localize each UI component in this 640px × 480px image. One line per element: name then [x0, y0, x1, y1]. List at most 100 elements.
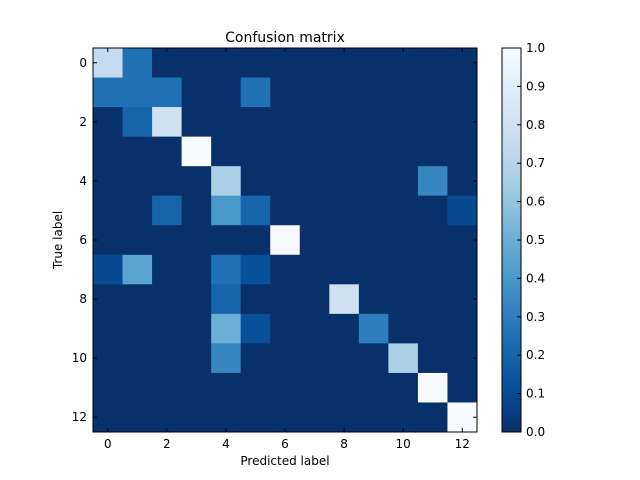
heatmap-cell [417, 195, 448, 226]
heatmap-cell [240, 254, 271, 285]
heatmap-cell [211, 195, 242, 226]
heatmap-cell [152, 225, 183, 256]
heatmap-cell [93, 225, 124, 256]
heatmap-cell [417, 48, 448, 79]
heatmap-cell [299, 402, 330, 433]
heatmap-cell [240, 343, 271, 374]
heatmap-cell [270, 402, 301, 433]
heatmap-cell [181, 343, 212, 374]
colorbar-tick-label: 0.2 [526, 348, 545, 362]
heatmap-cell [299, 48, 330, 79]
heatmap-cell [447, 284, 478, 315]
colorbar-tick-label: 0.3 [526, 310, 545, 324]
heatmap-cell [358, 166, 389, 197]
heatmap-cell [93, 402, 124, 433]
heatmap-cell [152, 195, 183, 226]
heatmap-cell [417, 77, 448, 108]
heatmap-cell [417, 372, 448, 403]
heatmap-cell [270, 225, 301, 256]
heatmap-cell [388, 313, 419, 344]
heatmap-cell [388, 166, 419, 197]
heatmap-cell [122, 195, 153, 226]
heatmap-cell [181, 225, 212, 256]
heatmap-cell [447, 195, 478, 226]
heatmap-cell [447, 254, 478, 285]
heatmap-cell [447, 313, 478, 344]
heatmap-cell [329, 313, 360, 344]
heatmap-cell [211, 48, 242, 79]
heatmap-cell [299, 343, 330, 374]
heatmap-cell [211, 402, 242, 433]
heatmap-cell [417, 136, 448, 167]
heatmap-cell [122, 313, 153, 344]
heatmap-cell [270, 77, 301, 108]
y-tick-label: 2 [79, 115, 87, 129]
x-tick-label: 6 [281, 437, 289, 451]
heatmap-cell [299, 166, 330, 197]
heatmap-cell [329, 136, 360, 167]
y-axis-label: True label [51, 211, 65, 270]
heatmap-cell [240, 225, 271, 256]
heatmap-cell [329, 225, 360, 256]
heatmap-cell [388, 48, 419, 79]
heatmap-cell [447, 343, 478, 374]
heatmap-cell [211, 136, 242, 167]
heatmap-cell [122, 254, 153, 285]
heatmap-cell [447, 166, 478, 197]
heatmap-cell [211, 254, 242, 285]
x-tick-label: 8 [340, 437, 348, 451]
y-tick-label: 6 [79, 233, 87, 247]
heatmap-cell [181, 166, 212, 197]
heatmap-cell [447, 402, 478, 433]
heatmap-cell [122, 136, 153, 167]
y-tick-label: 10 [72, 351, 87, 365]
colorbar-tick-label: 0.4 [526, 271, 545, 285]
heatmap-cell [270, 195, 301, 226]
heatmap-cell [211, 313, 242, 344]
heatmap-cell [358, 372, 389, 403]
y-tick-label: 4 [79, 174, 87, 188]
heatmap-cell [329, 107, 360, 138]
heatmap-cell [181, 402, 212, 433]
heatmap-cell [358, 77, 389, 108]
heatmap-cell [211, 77, 242, 108]
heatmap-cell [358, 195, 389, 226]
heatmap-cell [240, 136, 271, 167]
heatmap-cell [211, 284, 242, 315]
heatmap-cell [211, 166, 242, 197]
heatmap-cell [240, 77, 271, 108]
heatmap-cell [270, 136, 301, 167]
heatmap-cell [388, 343, 419, 374]
heatmap-cell [329, 372, 360, 403]
colorbar-tick-label: 0.7 [526, 156, 545, 170]
heatmap-cell [270, 343, 301, 374]
heatmap-cell [122, 107, 153, 138]
heatmap-cell [299, 284, 330, 315]
heatmap-cell [122, 225, 153, 256]
y-tick-label: 0 [79, 56, 87, 70]
heatmap-cell [270, 166, 301, 197]
colorbar-tick-label: 0.6 [526, 195, 545, 209]
heatmap-cell [181, 77, 212, 108]
heatmap-cell [329, 77, 360, 108]
heatmap-cell [299, 77, 330, 108]
heatmap-cell [181, 313, 212, 344]
heatmap-cell [447, 48, 478, 79]
colorbar-tick-label: 0.5 [526, 233, 545, 247]
heatmap-cell [447, 372, 478, 403]
heatmap-cell [388, 284, 419, 315]
heatmap-cell [122, 166, 153, 197]
heatmap-cell [388, 225, 419, 256]
heatmap-cell [447, 107, 478, 138]
heatmap-cell [240, 195, 271, 226]
heatmap-cell [417, 254, 448, 285]
heatmap-cell [181, 48, 212, 79]
heatmap-cell [388, 77, 419, 108]
y-tick-label: 8 [79, 292, 87, 306]
heatmap-cell [358, 225, 389, 256]
heatmap-cell [211, 343, 242, 374]
heatmap-cell [211, 107, 242, 138]
heatmap-cell [181, 107, 212, 138]
heatmap-cell [211, 225, 242, 256]
